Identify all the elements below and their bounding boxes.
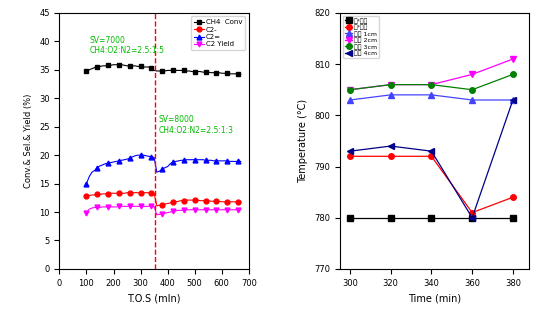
Line: CH4  Conv: CH4 Conv bbox=[84, 62, 243, 77]
Text: SV=8000
CH4:O2:N2=2.5:1:3: SV=8000 CH4:O2:N2=2.5:1:3 bbox=[159, 115, 234, 135]
C2= bbox=[118, 158, 125, 162]
CH4  Conv bbox=[121, 64, 127, 67]
위치 1cm bbox=[347, 98, 353, 102]
위치 3cm bbox=[510, 73, 516, 76]
하*설온 bbox=[469, 211, 475, 214]
Line: 하*설온: 하*설온 bbox=[347, 154, 516, 215]
C2 Yield bbox=[232, 208, 239, 212]
위치 1cm bbox=[387, 93, 394, 97]
위치 4cm bbox=[428, 149, 435, 153]
Legend: 상*설온, 하*설온, 위치 1cm, 위치 2cm, 위치 3cm, 위치 4cm: 상*설온, 하*설온, 위치 1cm, 위치 2cm, 위치 3cm, 위치 4… bbox=[343, 16, 379, 58]
Line: 상*설온: 상*설온 bbox=[347, 215, 516, 221]
Line: C2=: C2= bbox=[84, 153, 243, 186]
C2 Yield bbox=[121, 204, 127, 208]
하*설온 bbox=[387, 154, 394, 158]
CH4  Conv bbox=[238, 73, 244, 76]
C2= bbox=[121, 158, 127, 162]
C2 Yield bbox=[202, 208, 209, 212]
위치 1cm bbox=[469, 98, 475, 102]
CH4  Conv bbox=[230, 72, 236, 76]
Y-axis label: Temperature (°C): Temperature (°C) bbox=[299, 99, 308, 183]
상*설온 bbox=[387, 216, 394, 220]
C2 Yield bbox=[124, 204, 130, 208]
위치 2cm bbox=[469, 73, 475, 76]
C2 Yield bbox=[83, 211, 90, 215]
C2- bbox=[232, 200, 239, 204]
C2 Yield bbox=[153, 213, 160, 217]
C2= bbox=[200, 158, 206, 162]
C2- bbox=[238, 200, 244, 204]
상*설온 bbox=[428, 216, 435, 220]
Text: SV=7000
CH4:O2:N2=2.5:1:5: SV=7000 CH4:O2:N2=2.5:1:5 bbox=[90, 36, 165, 55]
Y-axis label: Conv.& Sel.& Yield (%): Conv.& Sel.& Yield (%) bbox=[24, 94, 33, 188]
상*설온 bbox=[510, 216, 516, 220]
CH4  Conv bbox=[83, 69, 90, 73]
C2- bbox=[83, 194, 90, 198]
위치 4cm bbox=[347, 149, 353, 153]
하*설온 bbox=[510, 195, 516, 199]
C2- bbox=[124, 191, 130, 195]
위치 1cm bbox=[428, 93, 435, 97]
C2= bbox=[232, 159, 239, 163]
C2- bbox=[121, 191, 127, 195]
위치 2cm bbox=[428, 83, 435, 87]
X-axis label: T.O.S (mIn): T.O.S (mIn) bbox=[127, 293, 181, 303]
위치 2cm bbox=[510, 57, 516, 61]
C2= bbox=[83, 182, 90, 186]
Line: 위치 4cm: 위치 4cm bbox=[347, 97, 516, 221]
C2 Yield bbox=[192, 208, 198, 212]
위치 2cm bbox=[387, 83, 394, 87]
C2- bbox=[118, 191, 125, 195]
CH4  Conv bbox=[200, 70, 206, 74]
상*설온 bbox=[347, 216, 353, 220]
하*설온 bbox=[347, 154, 353, 158]
Line: 위치 3cm: 위치 3cm bbox=[347, 72, 516, 93]
Legend: CH4  Conv, C2-, C2=, C2 Yield: CH4 Conv, C2-, C2=, C2 Yield bbox=[191, 17, 245, 50]
하*설온 bbox=[428, 154, 435, 158]
Line: 위치 1cm: 위치 1cm bbox=[347, 92, 516, 103]
C2= bbox=[189, 158, 195, 162]
X-axis label: Time (min): Time (min) bbox=[408, 293, 461, 303]
위치 4cm bbox=[469, 216, 475, 220]
Line: C2-: C2- bbox=[84, 190, 243, 208]
C2- bbox=[153, 204, 160, 208]
C2= bbox=[238, 159, 244, 163]
C2- bbox=[192, 198, 198, 202]
CH4  Conv bbox=[235, 73, 241, 76]
상*설온 bbox=[469, 216, 475, 220]
위치 2cm bbox=[347, 88, 353, 92]
C2= bbox=[134, 153, 141, 157]
C2 Yield bbox=[116, 204, 122, 208]
Line: C2 Yield: C2 Yield bbox=[84, 204, 243, 217]
위치 3cm bbox=[347, 88, 353, 92]
C2 Yield bbox=[219, 208, 225, 212]
Line: 위치 2cm: 위치 2cm bbox=[347, 56, 516, 93]
C2- bbox=[202, 199, 209, 202]
위치 3cm bbox=[428, 83, 435, 87]
위치 4cm bbox=[510, 98, 516, 102]
위치 3cm bbox=[469, 88, 475, 92]
CH4  Conv bbox=[110, 63, 117, 67]
C2= bbox=[216, 159, 222, 163]
C2 Yield bbox=[238, 208, 244, 212]
위치 3cm bbox=[387, 83, 394, 87]
CH4  Conv bbox=[216, 71, 222, 75]
CH4  Conv bbox=[189, 70, 195, 74]
CH4  Conv bbox=[124, 64, 130, 68]
C2- bbox=[219, 200, 225, 204]
위치 4cm bbox=[387, 144, 394, 148]
위치 1cm bbox=[510, 98, 516, 102]
